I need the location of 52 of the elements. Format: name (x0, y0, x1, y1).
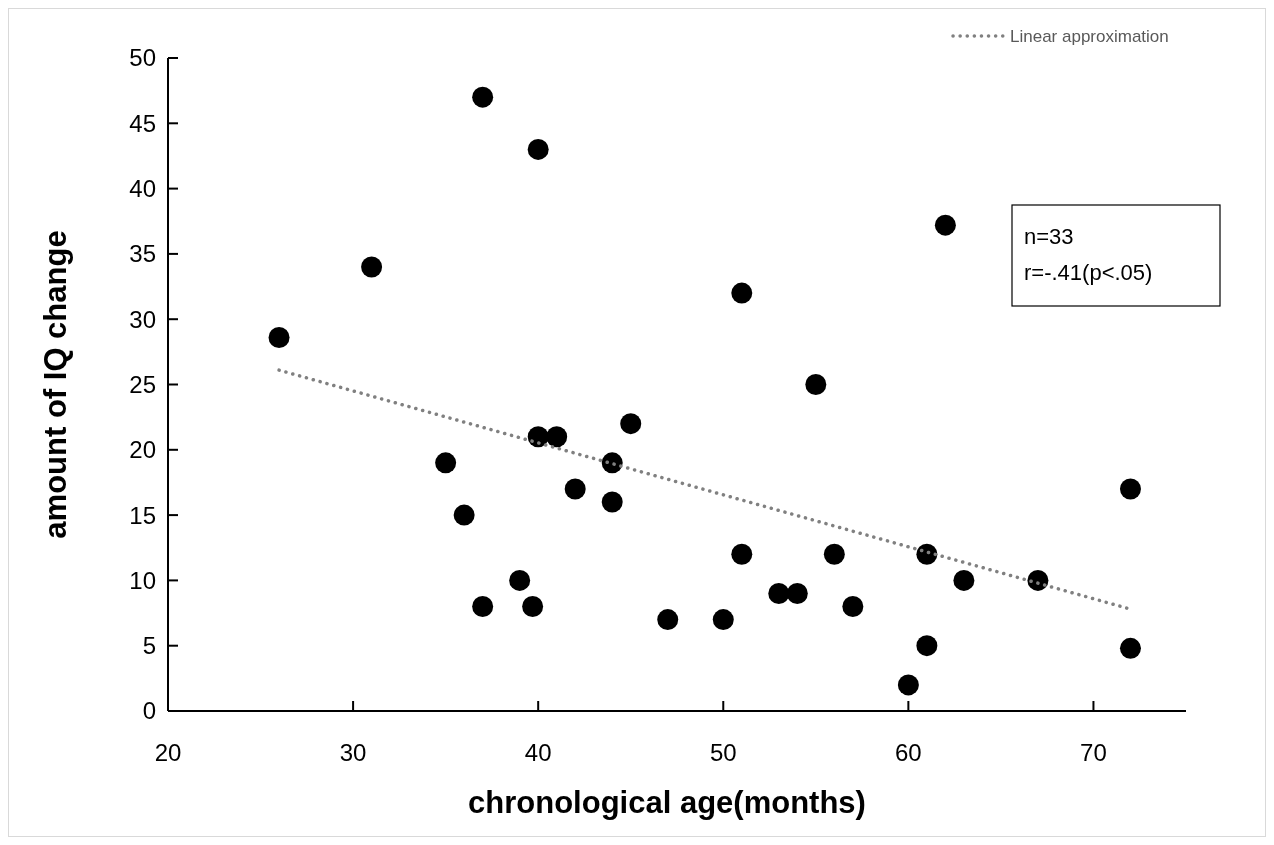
annotation: r=-.41(p<.05) (1024, 260, 1153, 285)
point (546, 426, 568, 448)
point (897, 674, 919, 696)
legend-label: Linear approximation (1010, 26, 1169, 46)
point (472, 86, 494, 108)
point (564, 478, 586, 500)
point (601, 491, 623, 513)
y-tick-label: 35 (129, 240, 156, 268)
y-tick-label: 20 (129, 436, 156, 464)
y-tick-label: 25 (129, 370, 156, 398)
point (361, 256, 383, 278)
y-axis-title: amount of IQ change (38, 230, 73, 539)
point (522, 596, 544, 618)
point (916, 543, 938, 565)
point (1027, 569, 1049, 591)
y-tick-label: 50 (129, 44, 156, 72)
y-tick-label: 15 (129, 501, 156, 529)
point (657, 609, 679, 631)
y-tick-label: 5 (142, 632, 156, 660)
point (472, 596, 494, 618)
point (805, 374, 827, 395)
x-axis-title: chronological age(months) (468, 785, 866, 820)
x-tick-label: 60 (895, 739, 922, 766)
x-tick-label: 30 (339, 739, 367, 766)
point (453, 504, 475, 526)
x-tick-label: 40 (524, 739, 552, 766)
y-tick-label: 45 (129, 109, 156, 137)
text-box: n=33 r=-.41(p<.05) (1011, 204, 1221, 307)
x-tick-label: 70 (1080, 739, 1107, 766)
annotation: n=33 (1024, 224, 1074, 249)
point (823, 543, 845, 565)
point (620, 413, 642, 435)
x-tick-label: 50 (709, 739, 737, 766)
y-tick-label: 30 (129, 305, 156, 333)
y-tick-label: 10 (129, 566, 156, 594)
point (934, 214, 956, 236)
point (527, 138, 549, 160)
point (712, 609, 734, 631)
point (786, 582, 808, 604)
point (1119, 637, 1141, 659)
y-tick-label: 40 (129, 175, 156, 202)
point (731, 543, 753, 565)
point (768, 582, 790, 604)
point (1119, 478, 1141, 500)
point (916, 635, 938, 657)
point (953, 569, 975, 591)
point (731, 282, 753, 304)
point (842, 596, 864, 618)
y-tick-label: 0 (142, 697, 156, 725)
point (509, 569, 531, 591)
point (268, 326, 290, 348)
point (435, 452, 457, 474)
